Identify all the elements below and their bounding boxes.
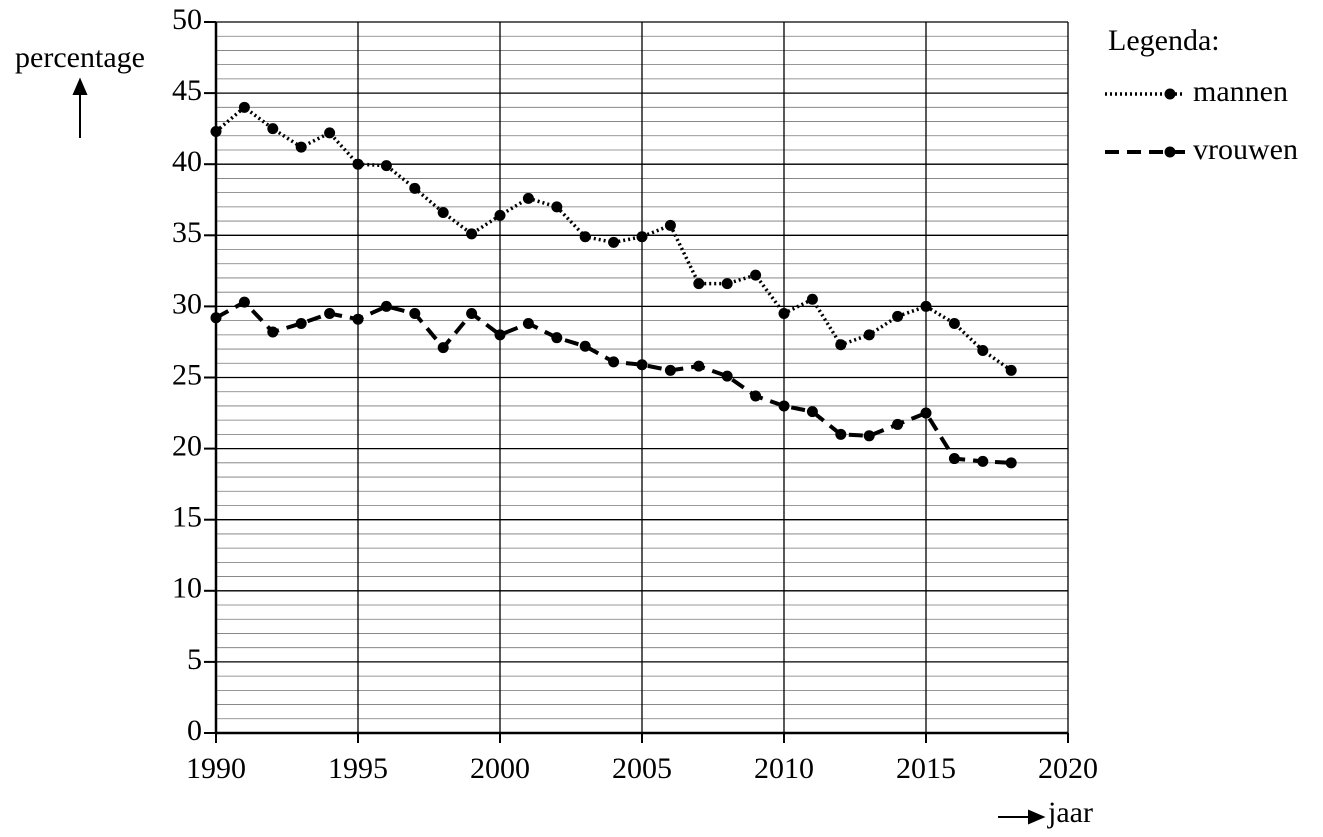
series-line	[215, 299, 1012, 465]
legend-label: mannen	[1193, 75, 1288, 108]
data-point	[636, 359, 648, 371]
data-point	[892, 310, 904, 322]
y-tick-label: 25	[172, 358, 202, 391]
data-point	[324, 127, 336, 139]
data-point	[466, 228, 478, 240]
data-point	[835, 339, 847, 351]
y-tick-label: 50	[172, 3, 202, 36]
data-point	[721, 278, 733, 290]
y-tick-label: 20	[172, 429, 202, 462]
data-point	[437, 342, 449, 354]
data-point	[608, 356, 620, 368]
data-point	[948, 453, 960, 465]
legend-title: Legenda:	[1108, 24, 1220, 57]
data-point	[466, 308, 478, 320]
data-point	[210, 125, 222, 137]
data-point	[380, 160, 392, 172]
x-tick-label: 2015	[896, 752, 956, 785]
data-point	[806, 293, 818, 305]
y-tick-label: 5	[187, 643, 202, 676]
data-point	[267, 123, 279, 135]
data-point	[380, 300, 392, 312]
data-point	[295, 317, 307, 329]
data-point	[778, 400, 790, 412]
data-point	[1005, 364, 1017, 376]
data-point	[920, 407, 932, 419]
data-point	[551, 201, 563, 213]
data-point	[636, 231, 648, 243]
data-point	[977, 455, 989, 467]
data-point	[1005, 457, 1017, 469]
x-tick-label: 2005	[612, 752, 672, 785]
data-point	[664, 364, 676, 376]
data-point	[210, 312, 222, 324]
y-tick-label: 35	[172, 216, 202, 249]
data-point	[352, 158, 364, 170]
data-point	[920, 300, 932, 312]
y-axis-label: percentage	[15, 41, 145, 74]
data-point	[437, 207, 449, 219]
data-point	[693, 360, 705, 372]
x-tick-label: 2000	[470, 752, 530, 785]
data-point	[494, 209, 506, 221]
data-point	[693, 278, 705, 290]
data-point	[238, 101, 250, 113]
legend-label: vrouwen	[1193, 133, 1298, 166]
data-point	[835, 428, 847, 440]
x-tick-label: 2020	[1038, 752, 1098, 785]
data-point	[238, 296, 250, 308]
y-arrow	[72, 77, 88, 138]
data-point	[750, 269, 762, 281]
data-point	[522, 192, 534, 204]
data-point	[778, 308, 790, 320]
y-tick-label: 15	[172, 501, 202, 534]
data-point	[948, 317, 960, 329]
x-tick-label: 1990	[186, 752, 246, 785]
legend-marker	[1164, 88, 1176, 100]
data-point	[267, 326, 279, 338]
y-tick-label: 45	[172, 74, 202, 107]
data-point	[863, 430, 875, 442]
data-point	[608, 236, 620, 248]
data-point	[551, 332, 563, 344]
legend-marker	[1164, 146, 1176, 158]
data-point	[750, 390, 762, 402]
data-point	[579, 340, 591, 352]
data-point	[295, 141, 307, 153]
y-tick-label: 40	[172, 145, 202, 178]
data-point	[324, 308, 336, 320]
data-point	[494, 329, 506, 341]
x-tick-label: 1995	[328, 752, 388, 785]
data-point	[977, 344, 989, 356]
data-point	[664, 219, 676, 231]
x-tick-label: 2010	[754, 752, 814, 785]
data-point	[806, 406, 818, 418]
data-point	[522, 317, 534, 329]
x-axis-label: jaar	[1047, 796, 1093, 829]
y-tick-label: 0	[187, 714, 202, 747]
data-point	[409, 308, 421, 320]
data-point	[721, 370, 733, 382]
data-point	[352, 313, 364, 325]
y-tick-label: 30	[172, 287, 202, 320]
data-point	[579, 231, 591, 243]
data-point	[892, 418, 904, 430]
y-tick-label: 10	[172, 572, 202, 605]
x-arrow	[998, 809, 1046, 825]
data-point	[409, 182, 421, 194]
data-point	[863, 329, 875, 341]
